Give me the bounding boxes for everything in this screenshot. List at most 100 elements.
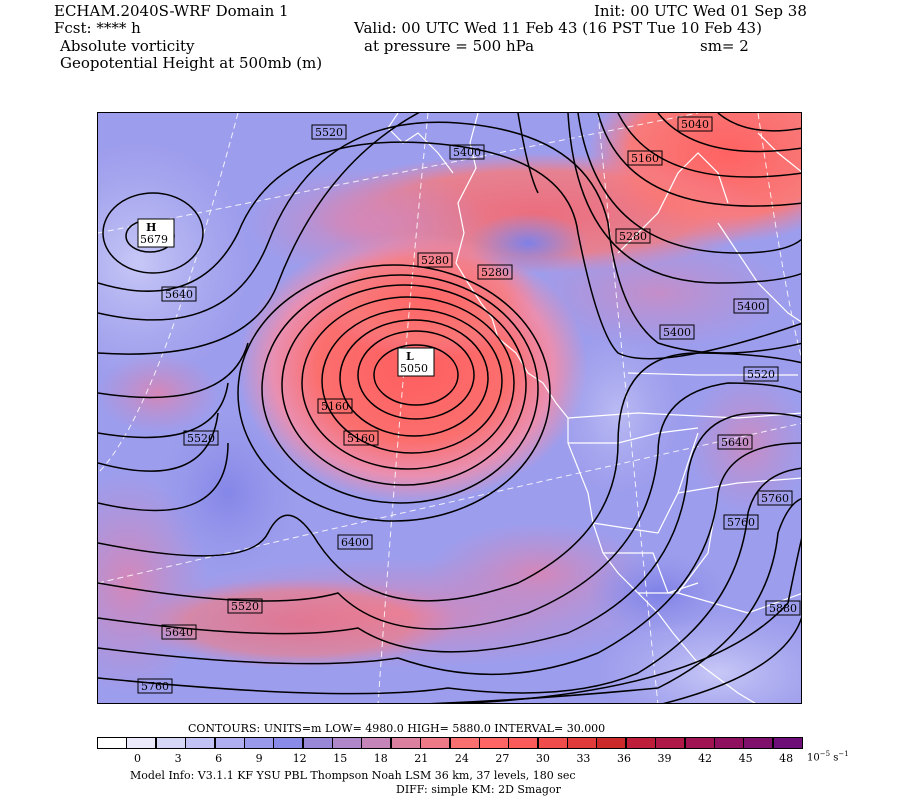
contour-label: 5760 bbox=[137, 678, 173, 694]
contour-label-value: 5880 bbox=[769, 602, 797, 615]
contour-label: 5280 bbox=[615, 228, 651, 244]
colorbar-swatch bbox=[478, 737, 509, 749]
height-contours bbox=[98, 113, 801, 703]
colorbar-swatch bbox=[684, 737, 715, 749]
colorbar-tick-label: 18 bbox=[373, 752, 388, 765]
colorbar-swatch bbox=[97, 737, 127, 749]
colorbar-tick-label: 0 bbox=[134, 752, 142, 765]
colorbar-swatch bbox=[390, 737, 421, 749]
high-letter: H bbox=[146, 221, 156, 234]
colorbar-tick-label: 39 bbox=[657, 752, 672, 765]
contour-label-value: 5400 bbox=[663, 326, 691, 339]
contour-label: 5760 bbox=[757, 490, 793, 506]
contour-label: 5760 bbox=[723, 514, 759, 530]
contour-label: 5520 bbox=[227, 598, 263, 614]
colorbar-tick-label: 6 bbox=[215, 752, 223, 765]
colorbar-tick-label: 12 bbox=[292, 752, 307, 765]
valid-time: Valid: 00 UTC Wed 11 Feb 43 (16 PST Tue … bbox=[354, 19, 762, 37]
contour-label: 5640 bbox=[717, 434, 753, 450]
contour-label: 5400 bbox=[733, 298, 769, 314]
colorbar-tick-label: 24 bbox=[454, 752, 469, 765]
model-domain-title: ECHAM.2040S-WRF Domain 1 bbox=[54, 2, 289, 20]
model-info: Model Info: V3.1.1 KF YSU PBL Thompson N… bbox=[130, 769, 576, 782]
colorbar-swatch bbox=[361, 737, 392, 749]
forecast-hour: Fcst: **** h bbox=[54, 19, 141, 37]
colorbar-swatch bbox=[567, 737, 597, 749]
contour-label-value: 6400 bbox=[341, 536, 369, 549]
colorbar-swatch bbox=[772, 737, 803, 749]
contour-label-value: 5400 bbox=[453, 146, 481, 159]
colorbar-tick-label: 33 bbox=[576, 752, 591, 765]
contour-label: 5520 bbox=[311, 124, 347, 140]
contour-label-value: 5280 bbox=[421, 254, 449, 267]
contour-label-value: 5640 bbox=[165, 626, 193, 639]
contour-label-value: 5520 bbox=[315, 126, 343, 139]
contour-label-value: 5280 bbox=[619, 230, 647, 243]
colorbar-tick-label: 48 bbox=[779, 752, 794, 765]
contour-label: 5280 bbox=[417, 252, 453, 268]
colorbar-swatch bbox=[449, 737, 480, 749]
smoothing: sm= 2 bbox=[700, 37, 749, 55]
contour-label-value: 5160 bbox=[631, 152, 659, 165]
colorbar-tick-label: 21 bbox=[414, 752, 429, 765]
colorbar-swatch bbox=[155, 737, 186, 749]
contour-label-value: 5640 bbox=[165, 288, 193, 301]
colorbar-swatch bbox=[273, 737, 304, 749]
colorbar-tick-label: 45 bbox=[738, 752, 753, 765]
colorbar-swatch bbox=[713, 737, 744, 749]
high-value: 5679 bbox=[140, 233, 168, 246]
high-center: H 5679 bbox=[137, 218, 175, 248]
contour-label-value: 5760 bbox=[727, 516, 755, 529]
colorbar-swatch bbox=[625, 737, 656, 749]
colorbar-swatch bbox=[243, 737, 274, 749]
init-time: Init: 00 UTC Wed 01 Sep 38 bbox=[594, 2, 807, 20]
low-center-box bbox=[397, 347, 435, 377]
contour-label: 5400 bbox=[449, 144, 485, 160]
high-center-box bbox=[137, 218, 175, 248]
colorbar-swatch bbox=[655, 737, 686, 749]
contour-label-value: 5520 bbox=[747, 368, 775, 381]
contour-label: 5880 bbox=[765, 600, 801, 616]
contour-label: 6400 bbox=[337, 534, 373, 550]
contour-label-value: 5280 bbox=[481, 266, 509, 279]
coastlines-borders bbox=[387, 113, 801, 703]
contour-label-value: 5760 bbox=[141, 680, 169, 693]
contour-label-value: 5520 bbox=[231, 600, 259, 613]
colorbar-swatch bbox=[537, 737, 568, 749]
colorbar-swatch bbox=[126, 737, 157, 749]
field-absolute-vorticity: Absolute vorticity bbox=[60, 37, 195, 55]
colorbar-swatch bbox=[185, 737, 216, 749]
contour-label: 5160 bbox=[343, 430, 379, 446]
colorbar-swatch bbox=[214, 737, 245, 749]
contours-info: CONTOURS: UNITS=m LOW= 4980.0 HIGH= 5880… bbox=[188, 722, 606, 735]
field-geopotential-height: Geopotential Height at 500mb (m) bbox=[60, 54, 323, 72]
contour-label: 5640 bbox=[161, 624, 197, 640]
colorbar-tick-label: 15 bbox=[333, 752, 348, 765]
low-center: L 5050 bbox=[397, 347, 435, 377]
vorticity-shading bbox=[98, 113, 801, 703]
contour-labels: 5520 5400 5040 5160 5280 5280 5280 5640 5400 5400… bbox=[137, 116, 801, 694]
colorbar-tick-label: 9 bbox=[255, 752, 263, 765]
contour-label: 5040 bbox=[677, 116, 713, 132]
contour-label: 5160 bbox=[317, 398, 353, 414]
diff-info: DIFF: simple KM: 2D Smagor bbox=[396, 783, 561, 796]
colorbar-swatch bbox=[508, 737, 539, 749]
colorbar-swatch bbox=[332, 737, 362, 749]
contour-label-value: 5760 bbox=[761, 492, 789, 505]
contour-label-value: 5400 bbox=[737, 300, 765, 313]
contour-label-value: 5160 bbox=[347, 432, 375, 445]
colorbar-tick-label: 36 bbox=[616, 752, 631, 765]
contour-label: 5520 bbox=[743, 366, 779, 382]
contour-label-value: 5640 bbox=[721, 436, 749, 449]
map-panel: 5520 5400 5040 5160 5280 5280 5280 5640 5400 5400… bbox=[97, 112, 802, 704]
low-letter: L bbox=[406, 350, 414, 363]
vorticity-height-map: 5520 5400 5040 5160 5280 5280 5280 5640 5400 5400… bbox=[98, 113, 801, 703]
colorbar-swatch bbox=[302, 737, 333, 749]
contour-label: 5400 bbox=[659, 324, 695, 340]
contour-label-value: 5160 bbox=[321, 400, 349, 413]
colorbar-tick-label: 42 bbox=[698, 752, 713, 765]
colorbar-tick-label: 27 bbox=[495, 752, 510, 765]
colorbar-swatch bbox=[420, 737, 451, 749]
colorbar-swatch bbox=[743, 737, 774, 749]
contour-label: 5520 bbox=[183, 430, 219, 446]
